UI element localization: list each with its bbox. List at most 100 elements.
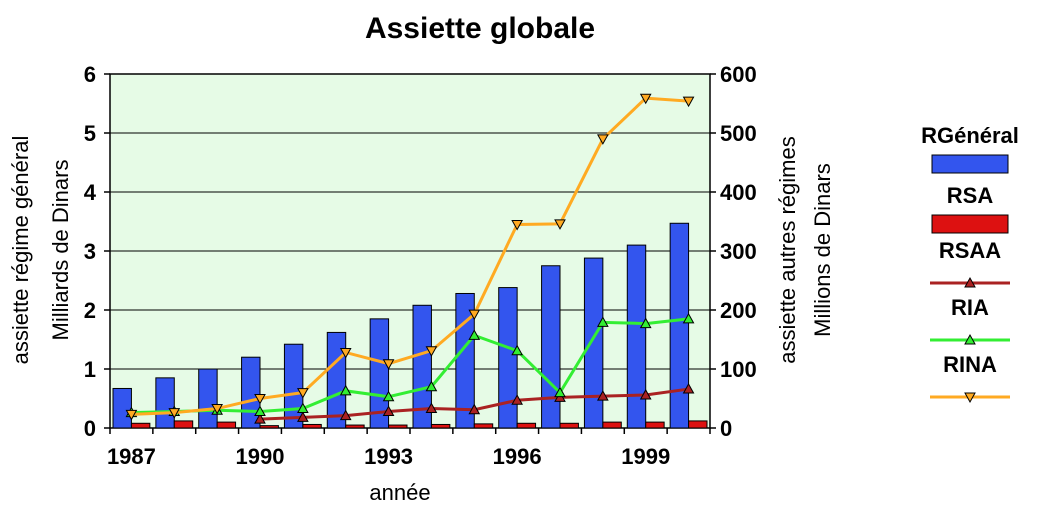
point-rina [597,134,609,145]
x-axis-label: année [369,480,430,505]
y-right-tick-label: 200 [720,298,757,323]
point-rina [211,404,223,415]
legend: RGénéral RSA RSAA RIA RINA [921,123,1019,404]
bar-rgénéral [112,387,132,429]
point-rina [125,409,138,421]
y-right-label-line2: Millions de Dinars [810,163,835,337]
point-rina [382,359,395,370]
legend-label-rgénéral: RGénéral [921,123,1019,148]
legend-marker-rsaa [964,276,976,288]
legend-label-ria: RIA [951,295,989,320]
y-right-tick-label: 100 [720,357,757,382]
point-ria [597,316,609,327]
bar-rsa [259,425,279,429]
bar-rgénéral [626,244,647,429]
point-rsaa [339,409,352,421]
line-ria [131,317,689,415]
y-right-tick-label: 300 [720,239,757,264]
bar-rgénéral [541,265,561,429]
point-rina [339,347,352,359]
y-right-label-line1: assiette autres régimes [775,136,800,363]
point-ria [297,402,309,414]
legend-label-rsaa: RSAA [939,238,1001,263]
chart-title: Assiette globale [365,12,595,45]
y-right-tick-label: 400 [720,180,757,205]
point-ria [254,405,266,416]
bar-rgénéral [669,222,690,429]
bar-rsa [345,424,365,429]
bar-rgénéral [326,331,347,429]
bar-rsa [473,423,494,429]
y-left-tick-label: 0 [84,416,96,441]
point-rsaa [425,402,438,414]
point-rina [168,408,181,419]
legend-label-rina: RINA [943,352,997,377]
point-rsaa [468,403,481,415]
bar-rsa [516,422,537,429]
bar-rsa [645,421,665,429]
point-rina [554,219,566,230]
point-rina [682,96,695,108]
point-rsaa [597,390,609,401]
legend-label-rsa: RSA [947,183,994,208]
y-left-tick-label: 1 [84,357,96,382]
bar-rsa [688,420,708,429]
line-rina [131,96,689,416]
bar-rsa [430,423,451,429]
lines-group [125,93,695,424]
point-rina [511,219,523,231]
bar-rsa [302,423,322,429]
point-rina [425,346,438,357]
y-left-tick-label: 2 [84,298,96,323]
point-rsaa [682,383,695,394]
bar-rgénéral [241,356,261,429]
y-left-tick-label: 6 [84,62,96,87]
x-tick-label: 1993 [364,444,413,469]
bar-rsa [559,422,579,429]
bar-rgénéral [498,287,518,429]
bar-rgénéral [155,377,175,429]
legend-marker-rina [964,392,976,404]
bar-rsa [173,420,194,429]
point-ria [682,312,695,324]
point-rsaa [382,405,395,416]
y-left-tick-label: 3 [84,239,96,264]
y-left-tick-label: 5 [84,121,96,146]
bar-rsa [130,422,151,429]
point-rsaa [639,388,652,400]
point-rina [254,394,266,405]
point-ria [339,384,352,396]
y-left-label-line2: Milliards de Dinars [48,160,73,341]
y-right-tick-label: 600 [720,62,757,87]
bar-rsa [388,424,408,429]
x-tick-label: 1996 [493,444,542,469]
point-rsaa [254,413,266,424]
y-left-tick-label: 4 [84,180,97,205]
point-ria [639,317,652,329]
legend-marker-ria [964,333,976,345]
point-rina [639,93,652,105]
bar-rgénéral [583,257,604,429]
point-ria [425,380,438,392]
bar-rgénéral [198,368,218,429]
axes-group: 0 1 2 3 4 5 6 0 100 200 300 400 500 600 1987 1990 1993 19… [84,62,757,469]
y-left-label-line1: assiette régime général [8,136,33,365]
point-rsaa [511,394,523,405]
y-right-tick-label: 500 [720,121,757,146]
bar-rsa [216,421,237,429]
x-tick-label: 1999 [621,444,670,469]
bar-rgénéral [412,304,432,429]
bar-rsa [602,421,622,429]
point-ria [554,386,566,398]
point-rina [468,309,481,321]
legend-swatch-rgénéral [931,154,1009,174]
point-ria [511,344,523,356]
point-ria [382,390,395,402]
y-right-tick-label: 0 [720,416,732,441]
point-ria [468,329,481,340]
legend-swatch-rsa [931,214,1009,234]
bar-rgénéral [283,343,304,429]
point-rina [297,388,309,399]
